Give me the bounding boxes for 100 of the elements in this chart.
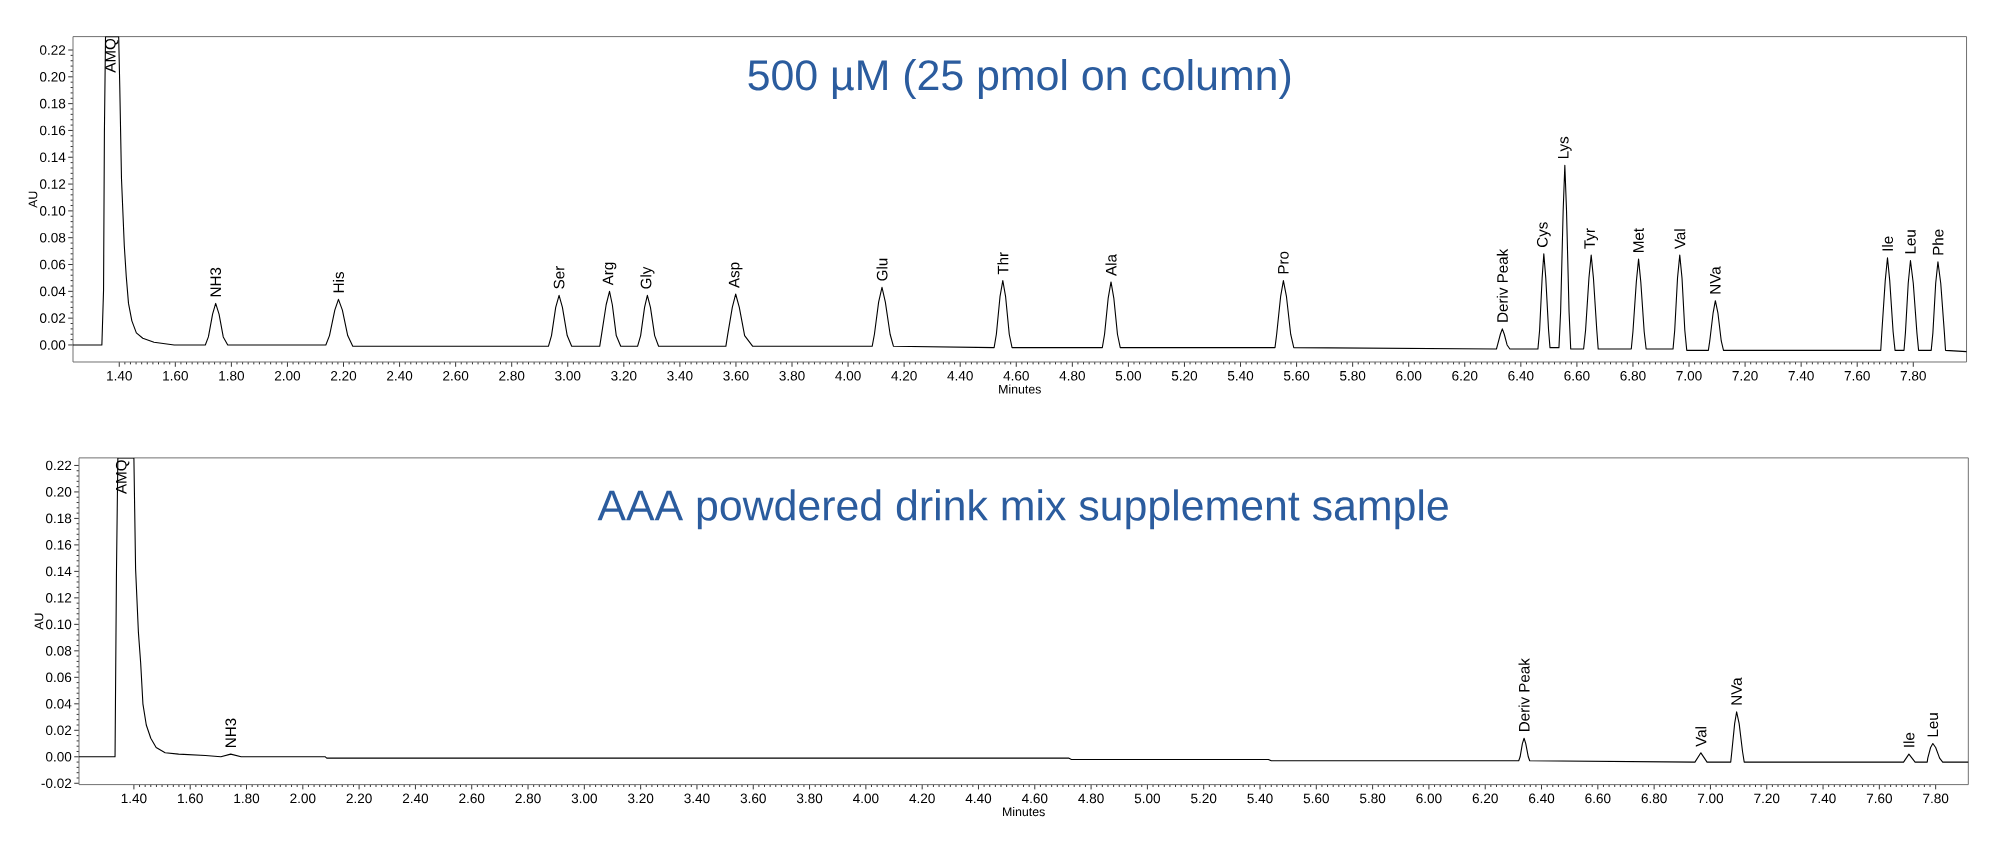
x-tick-label: 2.80 — [499, 370, 525, 381]
annotation: Leu — [1927, 713, 1939, 737]
x-tick-label: 2.40 — [402, 793, 429, 804]
x-tick-label: 1.60 — [178, 793, 203, 804]
x-tick-label: 7.20 — [1754, 793, 1780, 804]
y-tick-label: 0.14 — [39, 152, 66, 163]
y-tick-label: 0.18 — [45, 513, 72, 524]
y-tick-label: 0.04 — [39, 286, 66, 297]
x-tick-label: 4.60 — [1003, 370, 1029, 381]
annotation: Phe — [1932, 229, 1944, 255]
x-tick-label: 5.80 — [1339, 370, 1366, 381]
x-tick-label: 6.80 — [1641, 793, 1667, 804]
x-tick-label: 6.60 — [1564, 370, 1590, 381]
y-tick-label: 0.12 — [45, 593, 72, 603]
x-tick-label: 3.40 — [667, 370, 693, 381]
annotation: Lys — [1558, 136, 1572, 159]
annotation: Pro — [1278, 251, 1289, 274]
annotation: Glu — [876, 258, 888, 281]
y-axis-title: AU — [28, 191, 38, 208]
x-tick-label: 7.40 — [1788, 370, 1814, 381]
x-tick-label: 6.00 — [1396, 370, 1422, 381]
y-tick-label: 0.00 — [45, 751, 72, 762]
y-tick-label: 0.20 — [45, 487, 72, 497]
annotation: NVa — [1710, 266, 1721, 294]
text: AAA powdered drink mix supplement sample — [597, 489, 1448, 530]
y-tick-label: 0.06 — [45, 672, 72, 683]
x-tick-label: 7.00 — [1676, 370, 1702, 381]
y-tick-label: 0.16 — [45, 540, 72, 550]
x-tick-label: 3.20 — [611, 370, 637, 381]
y-tick-label: 0.20 — [39, 72, 66, 82]
y-tick-label: 0.06 — [39, 259, 66, 270]
x-tick-label: 1.40 — [107, 370, 132, 381]
y-tick-label: 0.22 — [39, 45, 66, 55]
x-tick-label: 5.20 — [1191, 793, 1217, 804]
y-tick-label: 0.08 — [39, 232, 66, 243]
annotation: AMQ — [115, 460, 130, 494]
y-tick-label: 0.10 — [39, 206, 66, 216]
x-tick-label: 3.40 — [684, 793, 710, 804]
x-tick-label: 5.40 — [1227, 370, 1254, 381]
x-tick-label: 7.00 — [1697, 793, 1724, 804]
annotation: Ile — [1903, 732, 1915, 747]
annotation: Deriv Peak — [1496, 248, 1508, 322]
x-tick-label: 2.00 — [274, 370, 301, 381]
x-tick-label: 2.40 — [387, 370, 413, 381]
x-tick-label: 6.00 — [1416, 793, 1442, 804]
x-tick-label: 4.20 — [891, 370, 917, 381]
y-tick-label: 0.12 — [39, 179, 66, 189]
annotation: Ile — [1881, 236, 1894, 251]
x-tick-label: 5.40 — [1247, 793, 1273, 804]
y-tick-label: 0.18 — [39, 98, 66, 109]
x-tick-label: 7.60 — [1844, 370, 1870, 381]
x-tick-label: 1.80 — [219, 370, 245, 381]
x-axis-title: Minutes — [1003, 807, 1045, 817]
annotation: Asp — [728, 262, 743, 288]
y-tick-label: 0.16 — [39, 125, 66, 136]
y-tick-label: 0.10 — [45, 619, 72, 630]
x-tick-label: 4.40 — [965, 793, 992, 804]
x-axis-title: Minutes — [999, 384, 1041, 394]
x-tick-label: 7.80 — [1900, 370, 1926, 381]
x-tick-label: 2.60 — [459, 793, 485, 804]
x-tick-label: 6.80 — [1620, 370, 1646, 381]
y-tick-label: 0.04 — [45, 699, 72, 709]
x-tick-label: 5.00 — [1134, 793, 1161, 804]
y-tick-label: 0.00 — [39, 340, 66, 350]
annotation: NH3 — [225, 718, 237, 747]
x-tick-label: 5.80 — [1359, 793, 1386, 804]
x-tick-label: 6.40 — [1529, 793, 1555, 804]
x-tick-label: 3.80 — [796, 793, 823, 804]
y-tick-label: 0.02 — [45, 725, 72, 736]
x-tick-label: 4.00 — [852, 793, 879, 804]
annotation: Arg — [602, 262, 617, 286]
annotation: NH3 — [210, 267, 222, 297]
x-tick-label: 5.20 — [1171, 370, 1198, 381]
x-tick-label: 4.20 — [909, 793, 935, 804]
annotation: AMQ — [104, 38, 119, 73]
annotation: Met — [1633, 228, 1644, 252]
chart-title: 500 µM (25 pmol on column) — [748, 59, 1291, 99]
x-tick-label: 3.80 — [779, 370, 805, 381]
y-tick-label: 0.02 — [39, 313, 66, 323]
x-tick-label: 4.00 — [835, 370, 861, 381]
x-tick-label: 3.60 — [723, 370, 749, 381]
annotation: Thr — [997, 252, 1009, 275]
x-tick-label: 6.60 — [1585, 793, 1611, 804]
annotation: Ala — [1105, 254, 1117, 276]
x-tick-label: 4.80 — [1059, 370, 1085, 381]
x-tick-label: 7.20 — [1732, 370, 1758, 381]
x-tick-label: 4.80 — [1078, 793, 1104, 804]
x-tick-label: 1.80 — [234, 793, 260, 804]
x-tick-label: 6.20 — [1472, 793, 1498, 804]
annotation: Leu — [1905, 230, 1916, 254]
y-tick-label: -0.02 — [41, 778, 72, 789]
x-tick-label: 2.00 — [290, 793, 316, 804]
x-tick-label: 2.60 — [443, 370, 469, 381]
y-tick-label: 0.08 — [45, 646, 72, 656]
annotation: Gly — [640, 266, 655, 289]
annotation: NVa — [1731, 677, 1742, 705]
x-tick-label: 3.20 — [627, 793, 654, 804]
x-tick-label: 1.40 — [121, 793, 147, 804]
y-tick-label: 0.14 — [45, 566, 72, 577]
annotation: Ser — [553, 266, 565, 289]
